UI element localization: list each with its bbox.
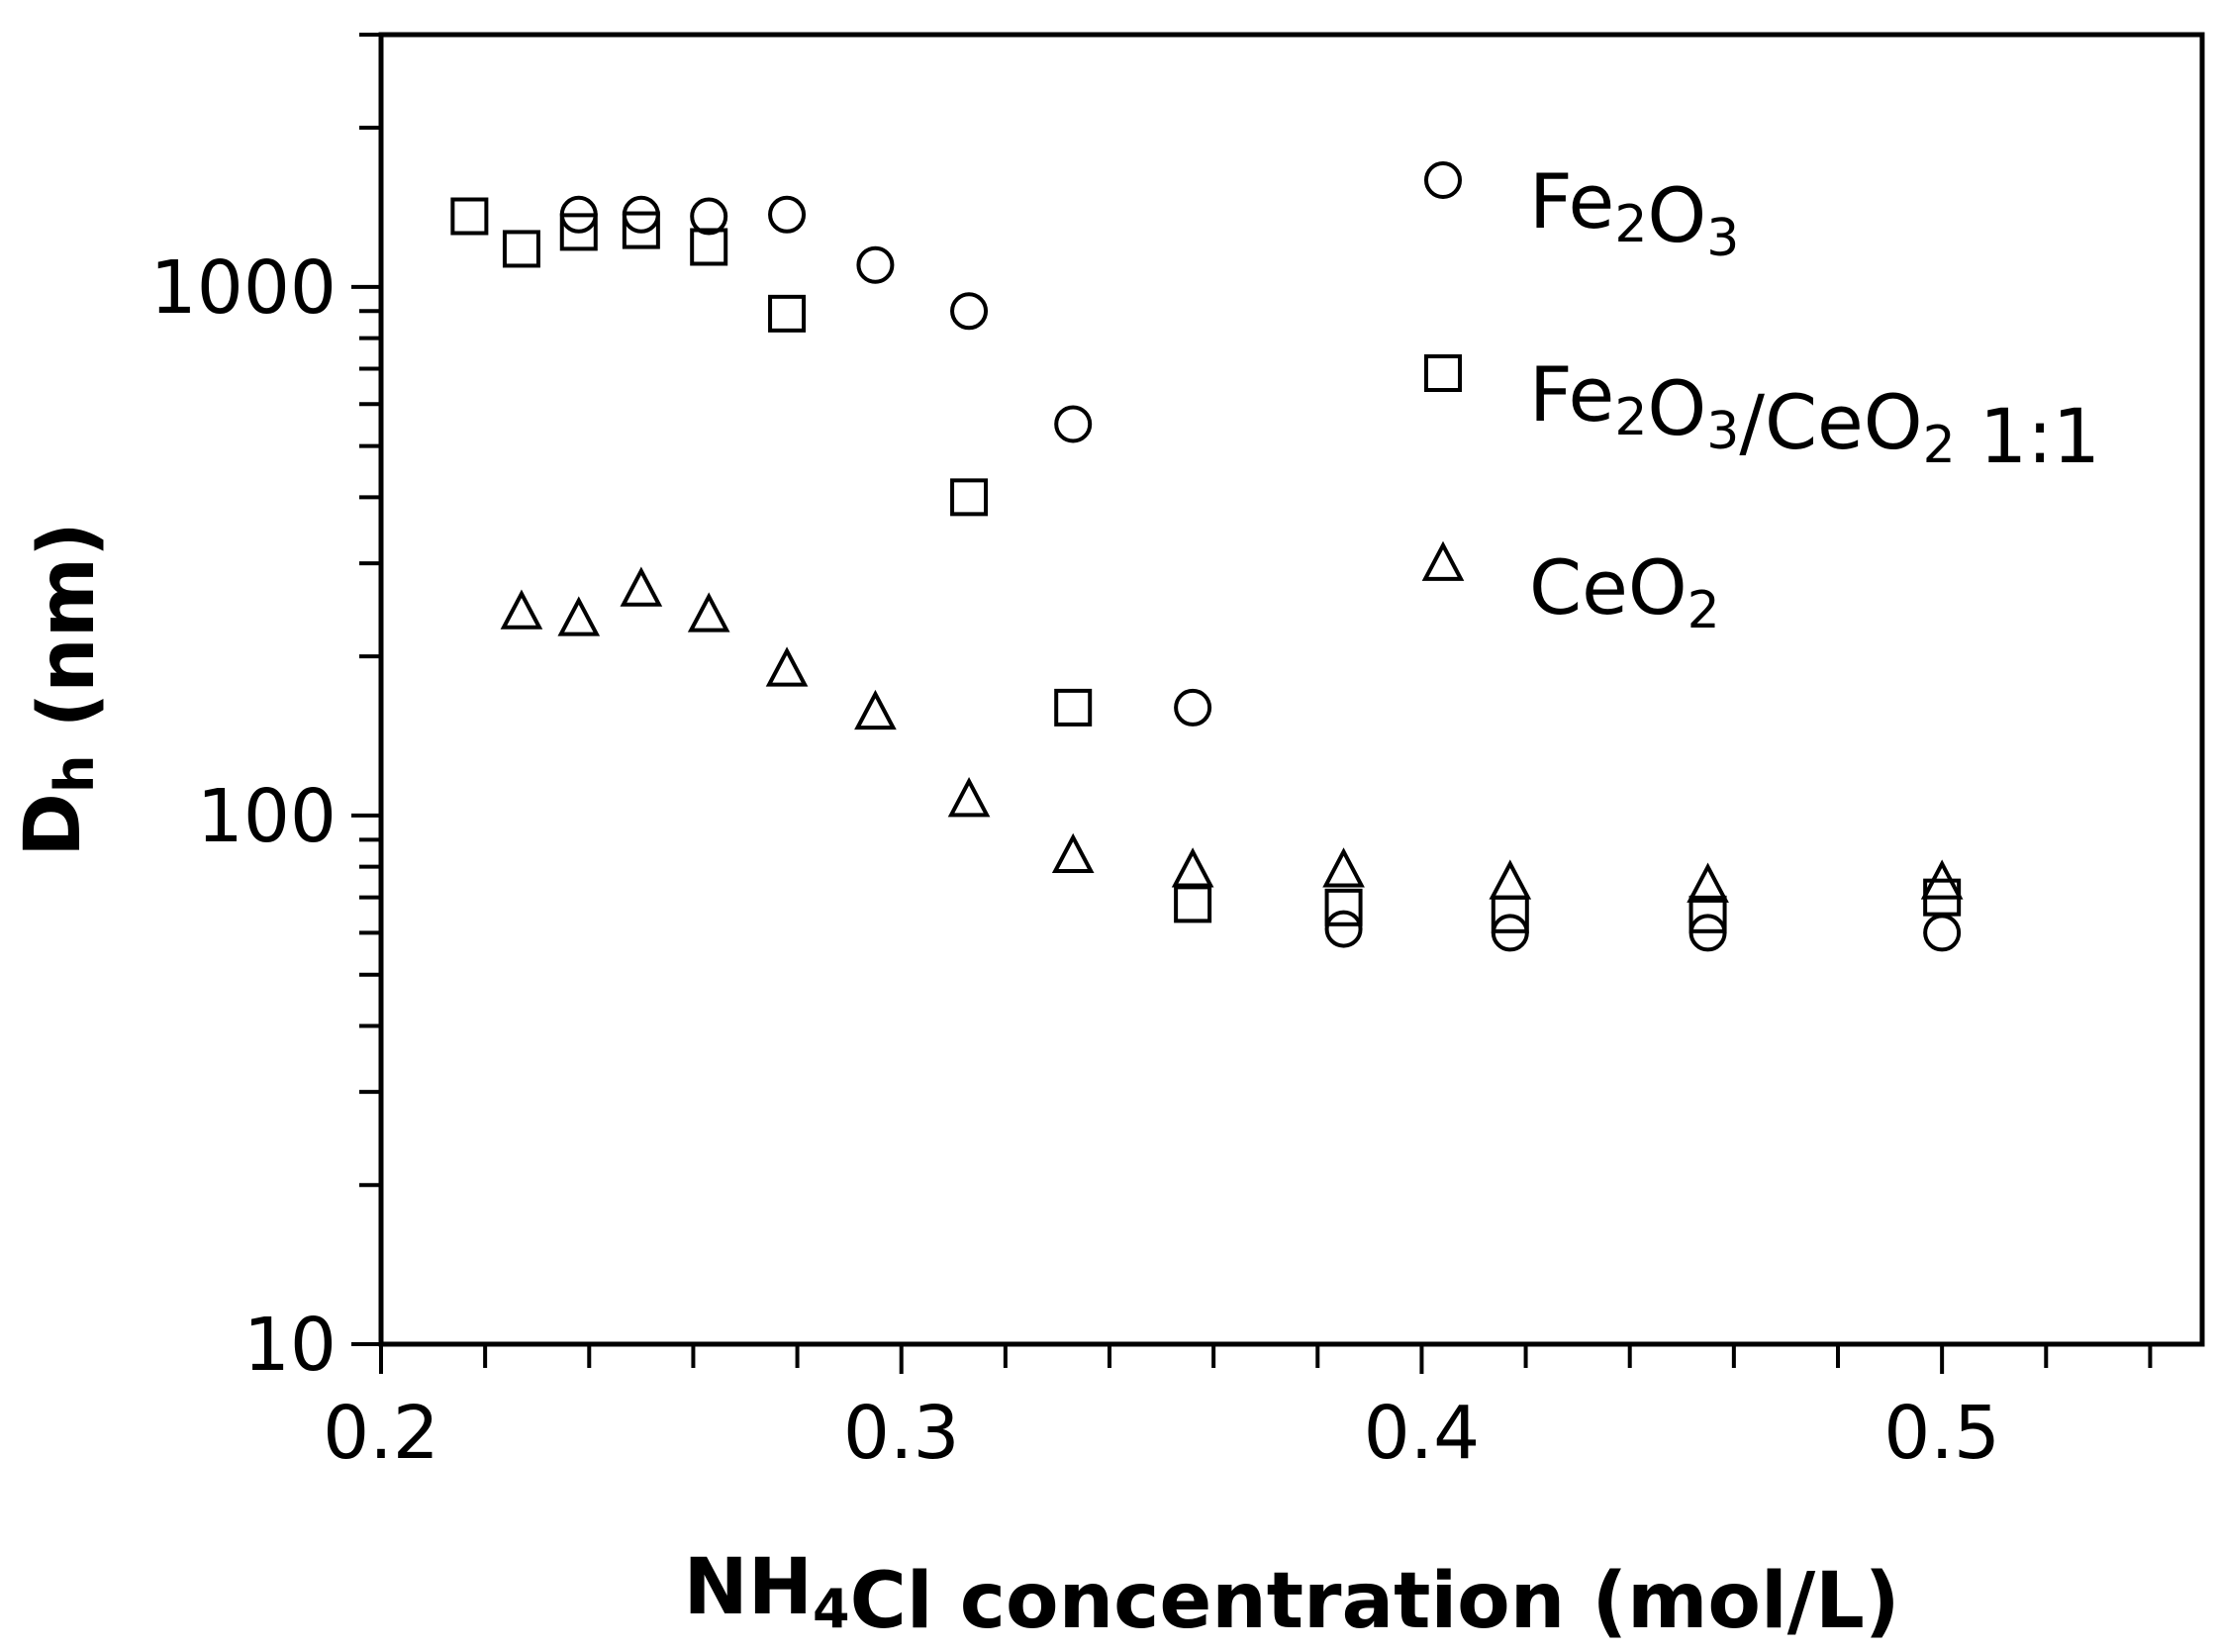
data-point-triangle <box>620 566 663 607</box>
data-point-square <box>950 478 989 517</box>
y-tick-label: 1000 <box>150 245 337 331</box>
data-point-triangle <box>1322 847 1365 888</box>
legend-entry: Fe2O3/CeO2 1:1 <box>1424 350 2100 480</box>
x-tick-label: 0.4 <box>1364 1391 1481 1476</box>
data-point-circle <box>768 195 807 234</box>
legend-label: Fe2O3 <box>1529 157 1739 268</box>
data-point-square <box>502 230 540 268</box>
x-axis-label: NH4Cl concentration (mol/L) <box>683 1543 1899 1646</box>
legend-marker-triangle <box>1421 540 1465 581</box>
data-point-circle <box>1174 688 1212 727</box>
data-point-square <box>1174 885 1212 923</box>
data-point-circle <box>1923 914 1962 952</box>
data-point-triangle <box>687 592 730 632</box>
data-point-square <box>1054 688 1093 727</box>
data-point-square <box>559 213 598 251</box>
y-tick-label: 100 <box>197 774 337 859</box>
data-point-triangle <box>854 689 897 730</box>
x-tick-label: 0.5 <box>1883 1391 2000 1476</box>
data-point-triangle <box>1489 859 1532 900</box>
data-point-square <box>768 294 807 333</box>
y-axis-label: Dh (nm) <box>9 522 112 856</box>
data-point-circle <box>1054 405 1093 443</box>
data-point-triangle <box>1687 862 1729 903</box>
legend-marker-circle <box>1424 161 1462 199</box>
plot-frame <box>378 32 2205 1347</box>
data-point-triangle <box>557 596 601 636</box>
tick-marks <box>351 33 2153 1374</box>
legend-label: CeO2 <box>1529 543 1720 640</box>
data-point-square <box>1324 888 1363 926</box>
x-tick-label: 0.3 <box>843 1391 960 1476</box>
axes <box>378 32 2205 1347</box>
data-point-circle <box>950 292 989 331</box>
legend-label: Fe2O3/CeO2 1:1 <box>1529 350 2100 480</box>
data-point-square <box>1688 895 1727 933</box>
data-point-triangle <box>500 589 543 630</box>
data-point-circle <box>1324 910 1363 948</box>
data-point-circle <box>690 197 728 236</box>
tick-labels: 0.2 0.3 0.4 0.5 10 100 1000 <box>150 245 2000 1476</box>
data-point-square <box>690 228 728 266</box>
legend-entry: CeO2 <box>1421 540 1720 640</box>
data-points <box>450 195 1964 952</box>
data-point-triangle <box>1171 847 1214 888</box>
data-point-square <box>450 197 489 236</box>
data-point-triangle <box>1920 859 1964 900</box>
legend-entry: Fe2O3 <box>1424 157 1739 268</box>
data-point-triangle <box>1051 832 1095 874</box>
x-tick-label: 0.2 <box>323 1391 439 1476</box>
data-point-triangle <box>947 777 991 818</box>
legend-marker-square <box>1424 354 1462 392</box>
legend: Fe2O3 Fe2O3/CeO2 1:1 CeO2 <box>1421 157 2100 640</box>
data-point-triangle <box>765 646 809 687</box>
data-point-square <box>622 211 660 249</box>
y-tick-label: 10 <box>243 1303 337 1388</box>
data-point-circle <box>856 245 895 284</box>
